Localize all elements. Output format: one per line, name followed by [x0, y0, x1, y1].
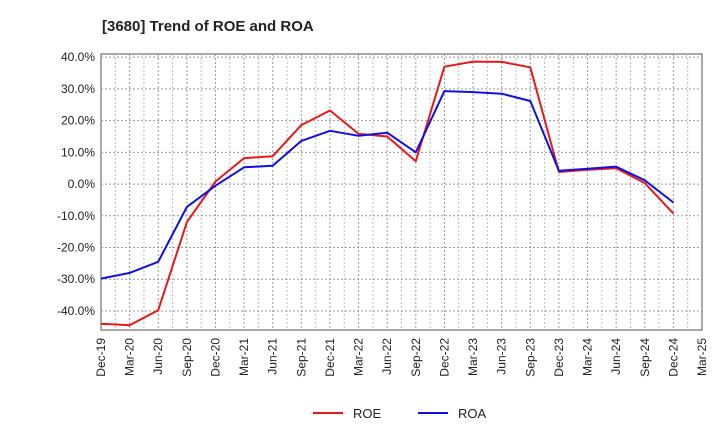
x-tick-label: Jun-22	[380, 338, 394, 375]
x-tick-label: Mar-20	[123, 338, 137, 376]
x-tick-label: Jun-24	[609, 338, 623, 375]
x-tick-label: Mar-23	[466, 338, 480, 376]
y-tick-label: -20.0%	[57, 241, 95, 255]
x-tick-label: Jun-20	[151, 338, 165, 375]
x-axis-ticks: Dec-19 Mar-20 Jun-20 Sep-20 Dec-20 Mar-21 Jun-…	[94, 338, 709, 377]
series-line-roa	[100, 90, 675, 280]
x-tick-label: Dec-20	[208, 338, 222, 377]
x-tick-label: Sep-21	[294, 338, 308, 377]
x-tick-label: Mar-24	[581, 338, 595, 376]
x-tick-label: Mar-22	[352, 338, 366, 376]
y-tick-label: -40.0%	[57, 304, 95, 318]
x-tick-label: Jun-23	[495, 338, 509, 375]
y-tick-label: 30.0%	[61, 82, 95, 96]
y-axis-ticks: 40.0% 30.0% 20.0% 10.0% 0.0% -10.0% -20.0% -30.…	[57, 50, 95, 318]
x-tick-label: Sep-20	[180, 338, 194, 377]
grid-horizontal	[101, 56, 702, 312]
x-tick-label: Jun-21	[266, 338, 280, 375]
x-tick-label: Mar-21	[237, 338, 251, 376]
legend-label-roe: ROE	[353, 406, 382, 421]
series-lines	[100, 60, 675, 327]
x-tick-label: Dec-22	[437, 338, 451, 377]
series-line-roe	[100, 60, 675, 327]
y-tick-label: 20.0%	[61, 114, 95, 128]
grid-vertical	[114, 54, 689, 330]
y-tick-label: 10.0%	[61, 145, 95, 159]
x-tick-label: Sep-23	[523, 338, 537, 377]
y-tick-label: 40.0%	[61, 50, 95, 64]
x-tick-label: Sep-24	[638, 338, 652, 377]
x-tick-label: Sep-22	[409, 338, 423, 377]
y-tick-label: 0.0%	[68, 177, 96, 191]
legend-label-roa: ROA	[458, 406, 487, 421]
x-tick-label: Dec-23	[552, 338, 566, 377]
chart-title: [3680] Trend of ROE and ROA	[102, 18, 314, 35]
legend: ROE ROA	[313, 406, 487, 421]
x-tick-label: Dec-21	[323, 338, 337, 377]
y-tick-label: -30.0%	[57, 272, 95, 286]
y-tick-label: -10.0%	[57, 209, 95, 223]
x-tick-label: Dec-24	[666, 338, 680, 377]
x-tick-label: Dec-19	[94, 338, 108, 377]
x-tick-label: Mar-25	[695, 338, 709, 376]
